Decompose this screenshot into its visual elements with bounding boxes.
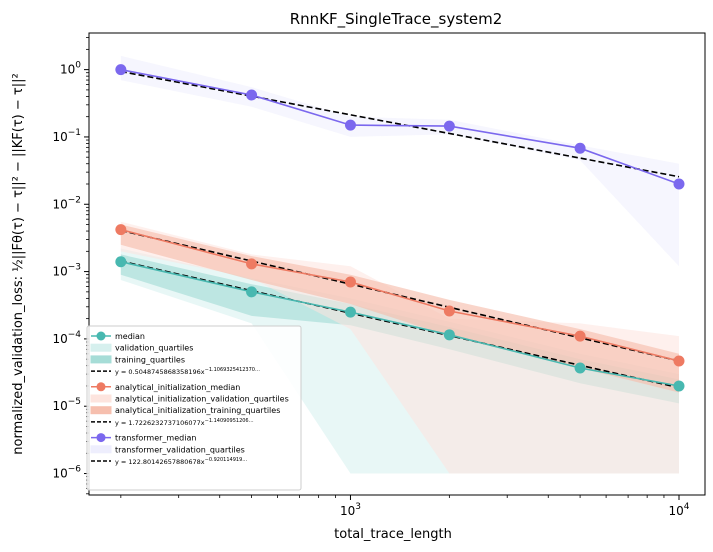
median-point-0-1 [246,286,258,298]
median-point-1-5 [673,355,685,367]
median-point-2-0 [115,64,127,76]
validation-quartile-band-2 [120,55,680,267]
band-layer [120,55,680,474]
y-axis-label: normalized_validation_loss: ½||Fθ(τ) − τ… [11,73,26,454]
median-point-0-2 [344,306,356,318]
legend-median-marker-1 [96,382,106,392]
y-tick-label-0: 100 [60,61,81,77]
legend-validation-swatch-0 [90,343,112,352]
legend-fit-label-2: y = 122.80142657880678x−0.920114919… [115,457,247,466]
median-point-2-4 [574,142,586,154]
legend: median validation_quartiles training_quart… [86,325,302,491]
fit-line-2 [120,70,680,178]
median-point-2-1 [246,89,258,101]
legend-validation-swatch-2 [90,445,112,454]
y-tick-label-5: 10−5 [52,397,81,413]
legend-validation-label-0: validation_quartiles [115,344,193,353]
chart-title: RnnKF_SingleTrace_system2 [290,10,503,29]
x-tick-label-0: 103 [340,502,361,518]
legend-validation-label-1: analytical_initialization_validation_qua… [115,395,289,404]
median-point-0-0 [115,256,127,268]
legend-training-swatch-1 [90,406,112,415]
median-layer [115,64,685,392]
validation-quartile-band-1 [120,221,680,474]
median-line-0 [120,260,680,387]
median-point-0-4 [574,362,586,374]
legend-training-swatch-0 [90,355,112,364]
y-tick-label-6: 10−6 [52,465,81,481]
legend-median-label-1: analytical_initialization_median [115,383,240,392]
median-line-1 [120,228,680,362]
median-point-0-3 [443,329,455,341]
median-point-2-5 [673,178,685,190]
legend-training-label-0: training_quartiles [115,355,185,364]
x-tick-label-1: 104 [668,502,689,518]
legend-validation-swatch-1 [90,394,112,403]
legend-box [86,325,302,491]
y-tick-label-1: 10−1 [52,128,81,144]
median-line-2 [120,68,680,185]
plot-frame [88,32,706,496]
fit-line-0 [120,260,680,389]
median-point-2-3 [443,120,455,132]
fit-line-1 [120,229,680,362]
x-axis: 103 104 [120,495,690,518]
fit-layer [120,70,680,389]
y-tick-label-4: 10−4 [52,330,81,346]
training-quartile-band-1 [120,224,680,393]
median-point-1-0 [115,224,127,236]
y-tick-label-2: 10−2 [52,195,81,211]
x-axis-label: total_trace_length [334,527,452,542]
y-axis: 100 10−1 10−2 10−3 10−4 10−5 10−6 [52,37,89,495]
median-point-1-4 [574,330,586,342]
legend-median-label-0: median [115,332,145,341]
legend-median-marker-2 [96,433,106,443]
median-point-2-2 [344,119,356,131]
y-tick-label-3: 10−3 [52,263,81,279]
legend-fit-label-0: y = 0.5048745868358196x−1.1069325412370… [115,367,260,376]
median-point-0-5 [673,380,685,392]
legend-fit-label-1: y = 1.7226232737106077x−1.14090951206… [115,418,254,427]
legend-median-marker-0 [96,331,106,341]
median-point-1-2 [344,276,356,288]
legend-median-label-2: transformer_median [115,434,196,443]
legend-training-label-1: analytical_initialization_training_quart… [115,406,280,415]
median-point-1-3 [443,305,455,317]
median-point-1-1 [246,258,258,270]
legend-validation-label-2: transformer_validation_quartiles [115,445,245,454]
